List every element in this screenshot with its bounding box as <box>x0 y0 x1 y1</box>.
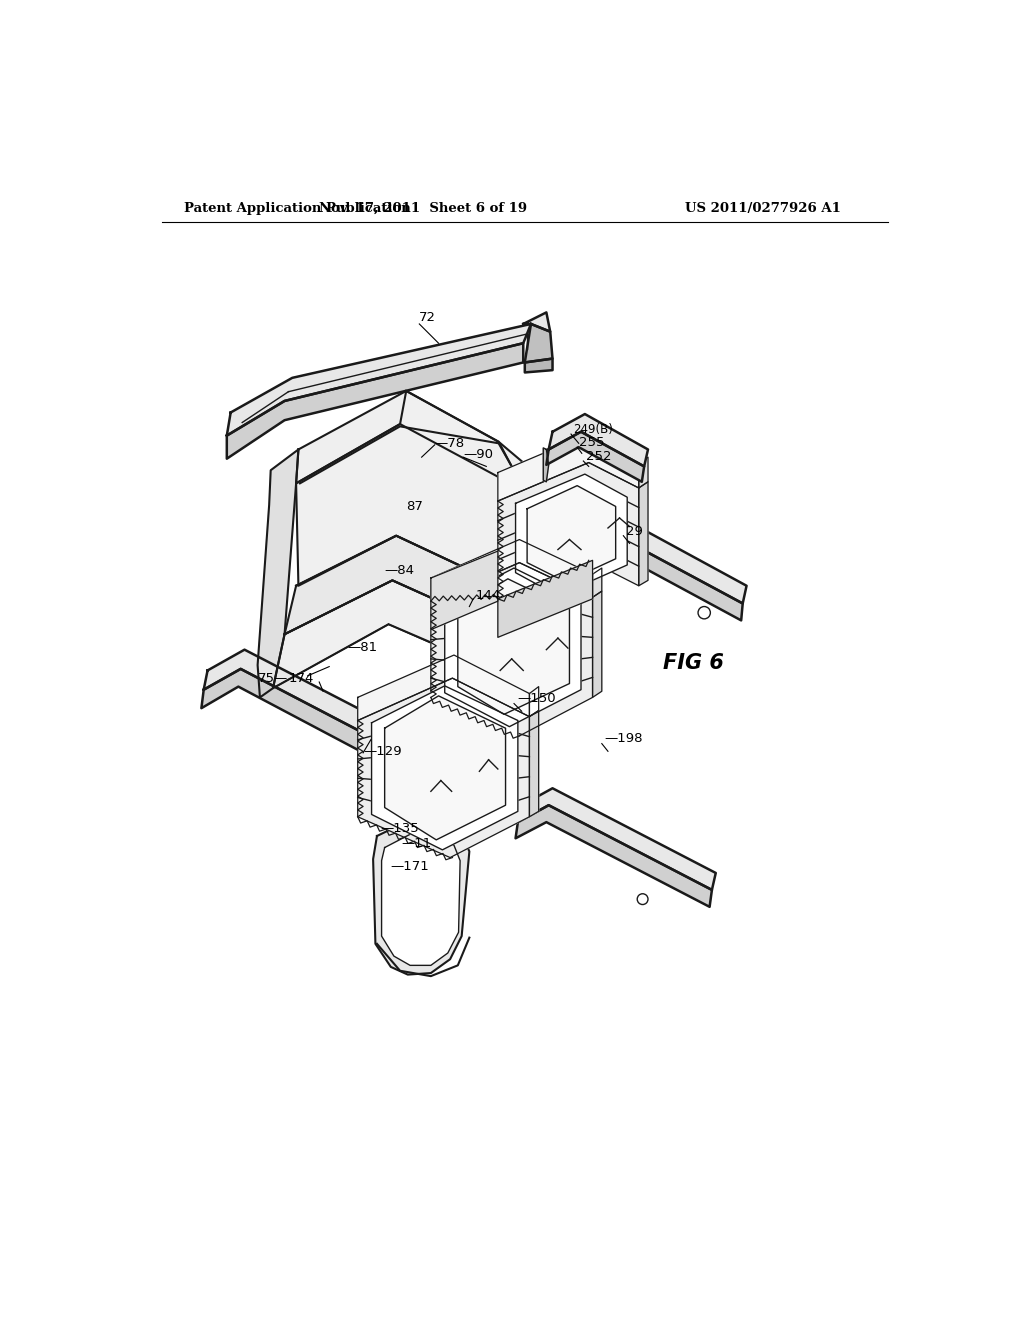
Polygon shape <box>524 323 553 363</box>
Polygon shape <box>498 560 593 638</box>
Text: 29: 29 <box>627 525 643 539</box>
Polygon shape <box>639 457 648 488</box>
Text: —171: —171 <box>391 861 430 874</box>
Polygon shape <box>524 359 553 372</box>
Text: —198: —198 <box>604 733 643 746</box>
Polygon shape <box>285 536 523 636</box>
Text: 252: 252 <box>587 450 612 463</box>
Polygon shape <box>498 434 639 502</box>
Polygon shape <box>431 540 593 601</box>
Text: —84: —84 <box>385 564 415 577</box>
Polygon shape <box>373 814 469 974</box>
Text: 75—: 75— <box>257 672 288 685</box>
Polygon shape <box>515 474 628 595</box>
Polygon shape <box>498 462 639 599</box>
Polygon shape <box>258 449 298 697</box>
Polygon shape <box>296 391 512 483</box>
Circle shape <box>698 607 711 619</box>
Polygon shape <box>226 343 523 459</box>
Polygon shape <box>587 537 742 620</box>
Polygon shape <box>273 581 531 688</box>
Polygon shape <box>515 805 712 907</box>
Polygon shape <box>444 568 581 726</box>
Polygon shape <box>593 568 602 597</box>
Text: Patent Application Publication: Patent Application Publication <box>184 202 412 215</box>
Polygon shape <box>372 686 518 850</box>
Polygon shape <box>593 591 602 697</box>
Circle shape <box>637 894 648 904</box>
Text: 255: 255 <box>580 436 605 449</box>
Text: —135: —135 <box>381 822 420 834</box>
Text: —129: —129 <box>364 744 401 758</box>
Polygon shape <box>527 486 615 582</box>
Polygon shape <box>357 655 529 721</box>
Polygon shape <box>547 432 644 482</box>
Text: —150: —150 <box>517 693 556 705</box>
Polygon shape <box>204 649 403 751</box>
Polygon shape <box>226 323 531 436</box>
Polygon shape <box>639 482 648 586</box>
Text: US 2011/0277926 A1: US 2011/0277926 A1 <box>685 202 841 215</box>
Text: 72: 72 <box>419 312 436 325</box>
Text: FIG 6: FIG 6 <box>664 653 724 673</box>
Text: —81: —81 <box>348 640 378 653</box>
Polygon shape <box>518 788 716 890</box>
Polygon shape <box>385 696 506 840</box>
Text: —11: —11 <box>401 837 432 850</box>
Polygon shape <box>458 578 569 714</box>
Polygon shape <box>431 562 593 737</box>
Polygon shape <box>296 391 523 589</box>
Text: 87: 87 <box>407 500 423 513</box>
Text: —78: —78 <box>435 437 465 450</box>
Polygon shape <box>431 552 498 630</box>
Polygon shape <box>549 414 648 466</box>
Text: 249(B): 249(B) <box>573 422 613 436</box>
Text: 174: 174 <box>289 672 313 685</box>
Text: 144: 144 <box>475 589 501 602</box>
Polygon shape <box>357 678 529 858</box>
Polygon shape <box>202 669 398 771</box>
Polygon shape <box>544 447 549 482</box>
Text: —90: —90 <box>463 449 494 462</box>
Polygon shape <box>523 313 550 331</box>
Text: Nov. 17, 2011  Sheet 6 of 19: Nov. 17, 2011 Sheet 6 of 19 <box>319 202 527 215</box>
Polygon shape <box>529 686 539 717</box>
Polygon shape <box>529 710 539 817</box>
Polygon shape <box>382 829 460 965</box>
Polygon shape <box>589 519 746 603</box>
